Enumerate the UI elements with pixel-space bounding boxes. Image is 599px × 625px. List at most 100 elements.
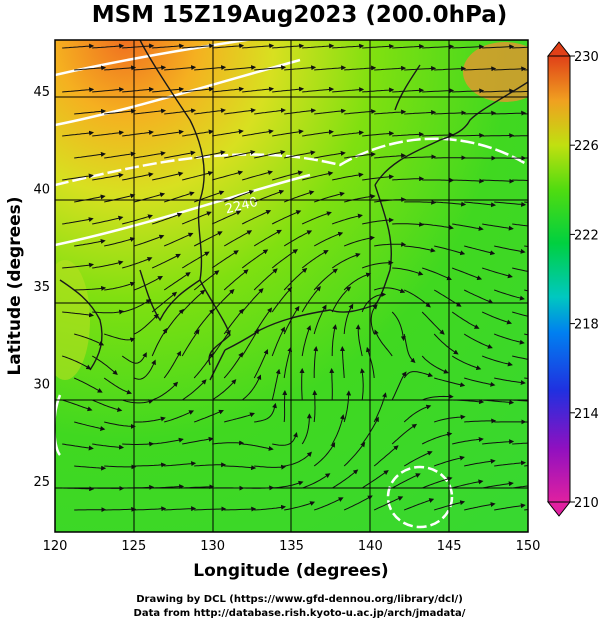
streamline [343, 303, 354, 335]
streamline [482, 44, 515, 50]
streamline [152, 484, 185, 490]
streamline [360, 368, 365, 401]
colorbar-top-triangle [546, 41, 572, 57]
streamline [314, 65, 347, 71]
streamline [452, 44, 485, 50]
streamline [254, 402, 277, 423]
streamline [151, 291, 178, 313]
streamline [391, 423, 418, 445]
streamline [392, 221, 425, 227]
streamline [314, 191, 345, 203]
streamline [452, 223, 484, 231]
streamline [313, 442, 336, 467]
streamline [452, 479, 484, 489]
streamline [313, 346, 319, 378]
streamline [391, 311, 406, 342]
streamline [284, 501, 316, 511]
streamline [404, 154, 437, 160]
streamline [194, 190, 225, 203]
streamline [241, 328, 259, 357]
streamline [370, 304, 378, 335]
streamline [391, 473, 421, 489]
streamline [374, 329, 393, 357]
streamline [163, 350, 182, 379]
credit-line-1: Drawing by DCL (https://www.gfd-dennou.o… [136, 594, 463, 605]
streamline [451, 355, 482, 370]
streamline [92, 87, 125, 93]
streamline [62, 130, 95, 137]
streamline [91, 399, 123, 412]
streamline [212, 129, 244, 137]
streamline [211, 250, 239, 269]
streamline [451, 311, 480, 329]
streamline [464, 110, 497, 116]
streamline [193, 231, 223, 247]
streamline [182, 86, 215, 93]
streamline [62, 486, 95, 492]
streamline [272, 43, 305, 49]
warm-patch [463, 42, 528, 102]
streamline [92, 172, 124, 181]
streamline [343, 272, 372, 291]
streamline [194, 462, 227, 468]
streamline [361, 292, 387, 313]
streamline [339, 346, 345, 379]
streamline [271, 210, 302, 225]
streamline [164, 108, 197, 115]
streamline [314, 150, 346, 159]
streamline [512, 267, 528, 272]
streamline [434, 245, 466, 256]
streamline [482, 481, 514, 489]
streamline [332, 130, 365, 137]
streamline [284, 65, 317, 71]
streamline [181, 251, 210, 269]
streamline [482, 178, 515, 184]
streamline [283, 346, 293, 379]
streamline [134, 151, 166, 159]
streamline [482, 88, 515, 94]
streamline [134, 65, 167, 71]
streamline [134, 192, 166, 203]
streamline [272, 480, 304, 489]
streamline [271, 286, 293, 313]
streamline [494, 110, 527, 116]
streamline [344, 235, 375, 247]
grid [55, 40, 528, 532]
streamline [344, 151, 376, 159]
streamline [223, 352, 244, 379]
streamline [211, 289, 235, 313]
streamline [434, 377, 466, 388]
streamline [62, 262, 95, 269]
streamline [452, 132, 485, 138]
streamline [283, 230, 313, 247]
streamline [374, 197, 407, 203]
streamline [224, 412, 255, 423]
streamline [392, 43, 425, 49]
streamline [62, 43, 95, 49]
streamline [254, 107, 286, 115]
colorbar-bottom-triangle [546, 501, 572, 517]
colorbar-label: 210 [574, 496, 599, 511]
y-axis-ticks: 25 30 35 40 45 [33, 85, 50, 490]
streamline [223, 269, 249, 291]
streamline [403, 371, 434, 379]
streamline [212, 43, 245, 49]
colorbar-label: 218 [574, 318, 599, 333]
streamline [374, 65, 407, 71]
streamline [392, 87, 425, 93]
streamline [152, 381, 179, 401]
streamline [433, 333, 459, 355]
streamline [223, 230, 253, 247]
warm-patch-left [55, 260, 90, 380]
streamline [362, 174, 395, 181]
streamline [452, 267, 483, 281]
streamline [312, 389, 318, 423]
streamline [92, 43, 125, 49]
y-tick-label: 40 [33, 182, 50, 197]
streamline [331, 286, 352, 313]
streamline [181, 289, 206, 313]
streamline [254, 149, 286, 159]
streamline [343, 495, 373, 511]
streamline [122, 172, 154, 181]
streamline [224, 65, 257, 71]
